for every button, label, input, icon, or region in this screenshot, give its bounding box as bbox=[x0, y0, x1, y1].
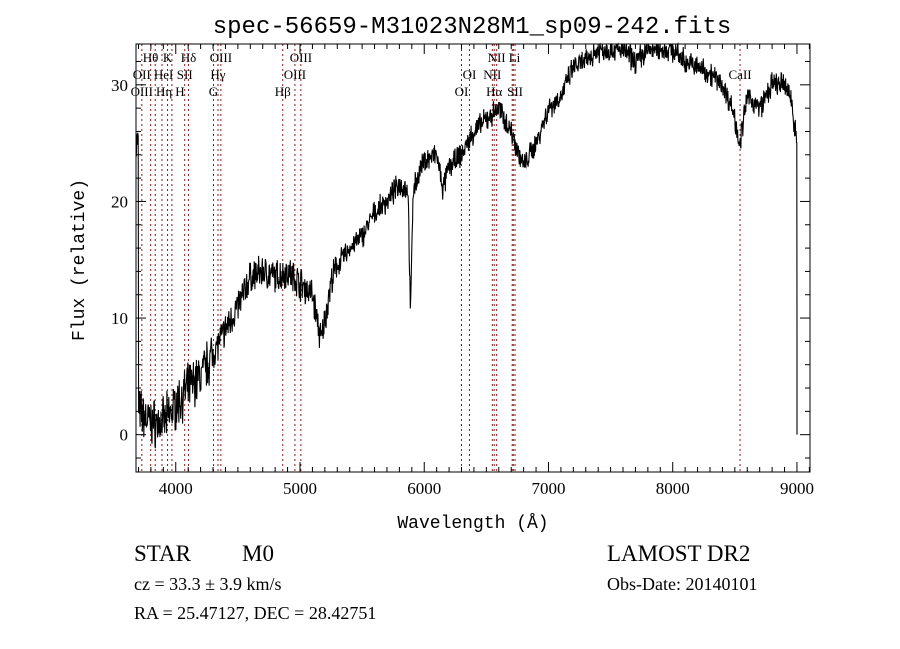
y-tick-label: 30 bbox=[111, 76, 128, 95]
x-tick-label: 6000 bbox=[407, 479, 441, 498]
y-tick-label: 20 bbox=[111, 192, 128, 211]
x-tick-label: 9000 bbox=[780, 479, 814, 498]
line-label: OIII bbox=[131, 84, 153, 99]
plot-frame bbox=[135, 43, 811, 473]
line-label: SII bbox=[507, 84, 523, 99]
line-label: HeI bbox=[154, 67, 174, 82]
x-tick-label: 5000 bbox=[283, 479, 317, 498]
y-axis-label: Flux (relative) bbox=[70, 179, 90, 341]
y-tick-label: 10 bbox=[111, 309, 128, 328]
object-class: STAR bbox=[134, 541, 192, 566]
line-label: Hδ bbox=[181, 50, 197, 65]
line-label: K bbox=[163, 50, 173, 65]
line-markers bbox=[141, 44, 741, 472]
line-label: Hη bbox=[156, 84, 172, 99]
x-tick-label: 8000 bbox=[656, 479, 690, 498]
obs-date: Obs-Date: 20140101 bbox=[607, 574, 757, 594]
y-tick-label: 0 bbox=[120, 426, 129, 445]
object-subclass: M0 bbox=[242, 541, 274, 566]
line-label: SII bbox=[177, 67, 193, 82]
line-label: OII bbox=[133, 67, 151, 82]
line-label: CaII bbox=[729, 67, 752, 82]
line-label: OIII bbox=[210, 50, 232, 65]
line-label: OIII bbox=[284, 67, 306, 82]
coordinates: RA = 25.47127, DEC = 28.42751 bbox=[134, 603, 376, 623]
line-label: NII bbox=[488, 50, 506, 65]
line-label: Hβ bbox=[275, 84, 291, 99]
line-label: OIII bbox=[290, 50, 312, 65]
line-label: Li bbox=[509, 50, 521, 65]
x-tick-label: 7000 bbox=[531, 479, 565, 498]
x-tick-label: 4000 bbox=[159, 479, 193, 498]
line-label: Hθ bbox=[143, 50, 159, 65]
line-label: OI bbox=[463, 67, 477, 82]
spectrum-line bbox=[135, 42, 798, 449]
axis-ticks: 4000 5000 6000 7000 8000 9000 0 10 20 30 bbox=[111, 44, 814, 498]
line-label: G bbox=[209, 84, 218, 99]
line-label: H bbox=[175, 84, 184, 99]
line-label: Hα bbox=[486, 84, 502, 99]
line-label: NII bbox=[483, 67, 501, 82]
survey-name: LAMOST DR2 bbox=[607, 541, 750, 566]
line-label: Hγ bbox=[210, 67, 225, 82]
line-label: OI bbox=[455, 84, 469, 99]
chart-title: spec-56659-M31023N28M1_sp09-242.fits bbox=[213, 14, 731, 41]
spectrum bbox=[135, 42, 798, 449]
redshift-cz: cz = 33.3 ± 3.9 km/s bbox=[134, 574, 282, 594]
x-axis-label: Wavelength (Å) bbox=[397, 513, 548, 534]
